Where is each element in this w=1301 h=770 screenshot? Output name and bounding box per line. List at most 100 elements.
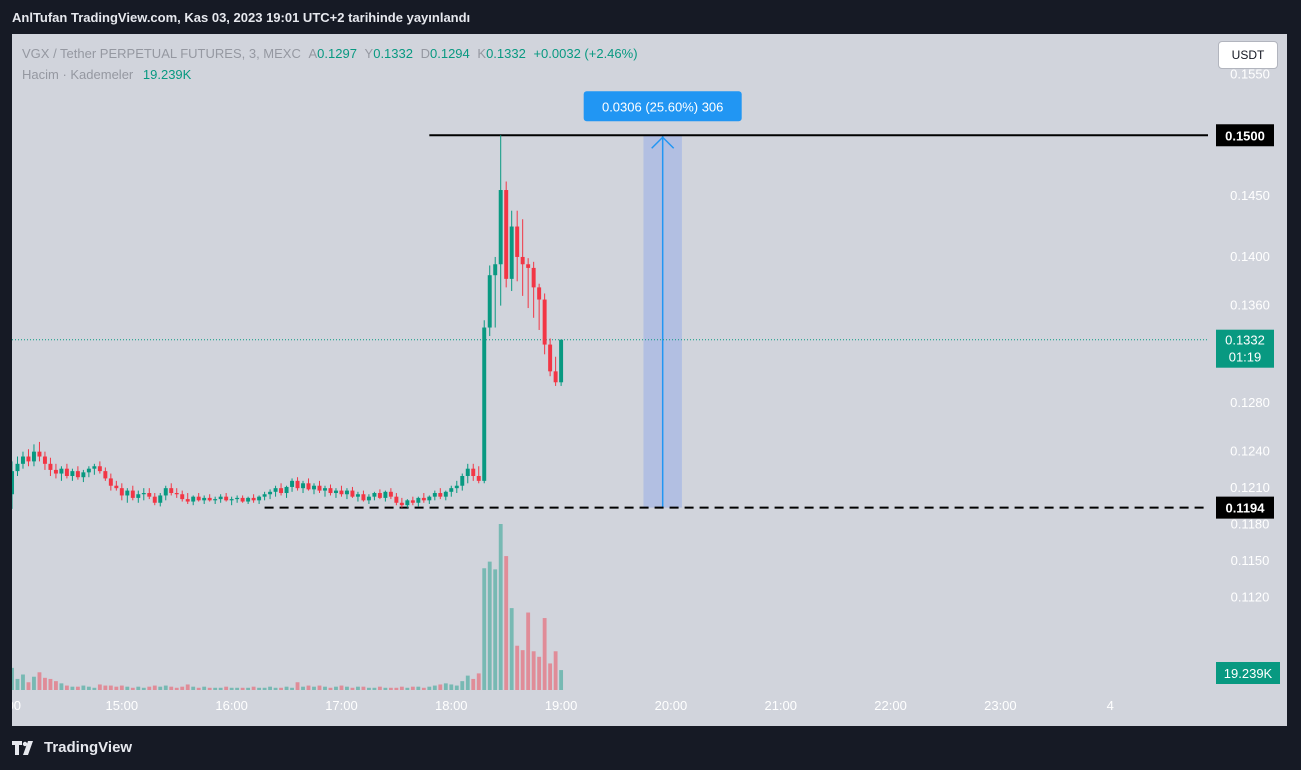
volume-bar	[12, 667, 14, 690]
candle-body	[323, 488, 327, 491]
candle-body	[70, 471, 75, 476]
candle-body	[262, 494, 267, 497]
candle-body	[191, 496, 196, 502]
candle-body	[251, 497, 256, 501]
volume-bar	[498, 524, 503, 690]
candle-body	[526, 264, 531, 268]
volume-bar	[504, 556, 509, 690]
candle-body	[333, 490, 338, 494]
volume-bar	[15, 678, 20, 690]
candle-body	[108, 478, 113, 486]
level-label-bg	[1216, 496, 1274, 519]
candle-body	[279, 488, 284, 494]
volume-bar	[460, 681, 465, 690]
level-label: 0.1194	[1225, 501, 1265, 516]
volume-bar	[119, 685, 124, 690]
candle-body	[416, 497, 421, 503]
candle-body	[224, 496, 229, 501]
level-label: 0.1500	[1225, 128, 1265, 143]
candle-body	[520, 256, 525, 265]
candle-body	[158, 495, 163, 503]
close-label: K	[477, 46, 487, 61]
candle-body	[476, 475, 481, 481]
volume-bar	[163, 685, 168, 690]
candle-body	[317, 485, 322, 491]
measure-arrow-head	[651, 136, 675, 149]
volume-bar	[410, 686, 415, 690]
volume-bar	[553, 651, 558, 690]
candle-body	[537, 287, 542, 300]
candle-body	[125, 490, 130, 496]
volume-bar	[185, 684, 190, 690]
candle-body	[504, 190, 509, 279]
volume-bar	[399, 686, 404, 690]
change-value: +0.0032 (+2.46%)	[533, 46, 638, 61]
volume-bar	[125, 686, 130, 690]
candle-body	[141, 493, 146, 495]
candle-body	[21, 456, 25, 464]
chart-area[interactable]: 0.1550 0.1450 0.1400 0.1360 0.1280 0.1240 0.12…	[12, 34, 1287, 726]
volume-bar	[54, 681, 58, 690]
candle-body	[344, 490, 349, 495]
candle-body	[12, 471, 14, 495]
ohlc-legend: VGX / Tether PERPETUAL FUTURES, 3, MEXC …	[22, 46, 638, 61]
volume-bar	[361, 686, 366, 690]
volume-bar	[328, 687, 333, 690]
candle-body	[213, 499, 218, 501]
candle-body	[553, 371, 558, 383]
volume-bar	[246, 687, 251, 690]
y-tick-label: 0.1450	[1230, 188, 1270, 203]
measure-label: 0.0306 (25.60%) 306	[602, 99, 723, 114]
volume-bar	[75, 686, 80, 690]
volume-bar	[421, 687, 426, 690]
x-tick-label: 18:00	[435, 698, 468, 713]
low-label: D	[420, 46, 430, 61]
candle-body	[487, 275, 492, 328]
volume-bar	[394, 687, 399, 690]
candle-body	[53, 469, 58, 474]
candle-body	[15, 463, 20, 472]
candle-body	[130, 490, 135, 498]
candle-body	[405, 500, 410, 506]
candle-body	[81, 472, 86, 478]
volume-bar	[218, 687, 223, 690]
volume-bar	[339, 685, 344, 690]
candle-body	[185, 499, 190, 502]
candle-body	[103, 471, 108, 479]
candle-body	[290, 480, 295, 487]
candle-body	[471, 468, 476, 476]
volume-bar	[301, 686, 305, 690]
candle-body	[240, 497, 245, 502]
candle-body	[465, 468, 470, 476]
volume-bar	[323, 686, 327, 690]
candlestick-chart[interactable]: 0.1550 0.1450 0.1400 0.1360 0.1280 0.1240 0.12…	[12, 34, 1287, 726]
candle-body	[531, 267, 536, 288]
volume-bar	[43, 677, 47, 690]
x-tick-label: 17:00	[325, 698, 358, 713]
y-tick-label: 0.1240	[1230, 444, 1270, 459]
volume-bar	[542, 618, 547, 690]
volume-bar	[432, 685, 437, 690]
volume-bar	[32, 676, 36, 690]
candle-body	[268, 491, 273, 495]
volume-bar	[377, 686, 382, 690]
volume-bar	[81, 685, 86, 690]
close-value: 0.1332	[486, 46, 526, 61]
volume-bar	[152, 685, 157, 690]
y-tick-label: 0.1360	[1230, 298, 1270, 313]
volume-bar	[449, 684, 454, 690]
volume-bar	[487, 561, 492, 690]
candle-body	[92, 466, 97, 469]
current-price-label: 0.1332	[1225, 333, 1265, 348]
candle-body	[97, 466, 102, 472]
volume-bar	[130, 687, 135, 690]
volume-bar	[515, 645, 520, 690]
volume-bar	[295, 682, 300, 690]
volume-bar	[21, 674, 25, 690]
volume-bar	[383, 687, 388, 690]
volume-bar	[262, 687, 267, 690]
candle-body	[388, 491, 393, 497]
high-value: 0.1332	[373, 46, 413, 61]
candle-body	[438, 493, 443, 497]
currency-button[interactable]: USDT	[1218, 41, 1278, 69]
